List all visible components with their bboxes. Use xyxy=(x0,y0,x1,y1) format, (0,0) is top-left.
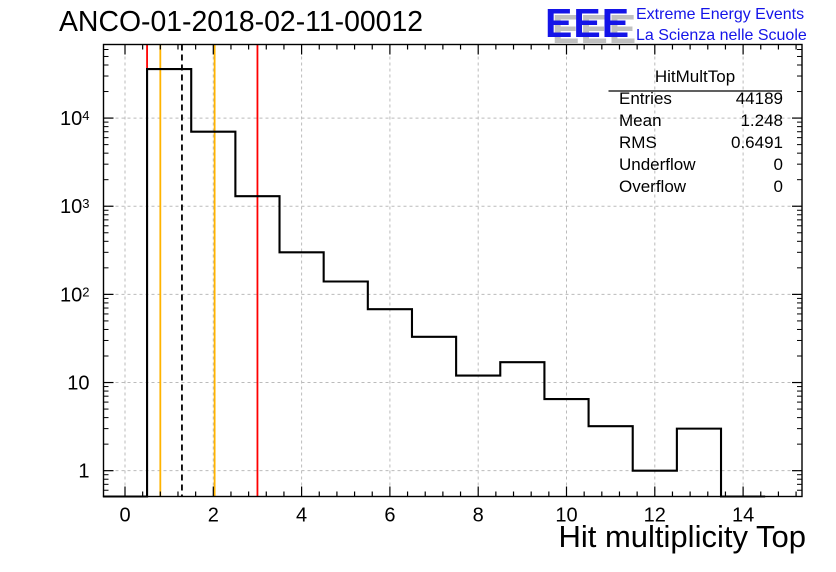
svg-text:0.6491: 0.6491 xyxy=(731,133,783,152)
svg-text:1: 1 xyxy=(78,461,89,483)
svg-text:Hit multiplicity Top: Hit multiplicity Top xyxy=(558,519,806,554)
svg-text:Overflow: Overflow xyxy=(619,177,687,196)
svg-text:Mean: Mean xyxy=(619,111,662,130)
svg-text:8: 8 xyxy=(473,505,484,527)
svg-text:4: 4 xyxy=(296,505,307,527)
svg-text:1.248: 1.248 xyxy=(740,111,783,130)
svg-text:0: 0 xyxy=(119,505,130,527)
svg-text:HitMultTop: HitMultTop xyxy=(655,67,735,86)
svg-text:10: 10 xyxy=(67,373,89,395)
svg-text:Underflow: Underflow xyxy=(619,155,696,174)
svg-text:6: 6 xyxy=(384,505,395,527)
svg-text:La Scienza nelle Scuole: La Scienza nelle Scuole xyxy=(636,27,807,44)
svg-text:Entries: Entries xyxy=(619,89,672,108)
svg-text:44189: 44189 xyxy=(736,89,783,108)
svg-text:0: 0 xyxy=(774,155,783,174)
svg-text:2: 2 xyxy=(208,505,219,527)
svg-text:ANCO-01-2018-02-11-00012: ANCO-01-2018-02-11-00012 xyxy=(59,6,423,38)
svg-text:RMS: RMS xyxy=(619,133,657,152)
svg-text:EEE: EEE xyxy=(545,0,630,46)
svg-text:0: 0 xyxy=(774,177,783,196)
svg-text:Extreme Energy Events: Extreme Energy Events xyxy=(636,6,804,23)
